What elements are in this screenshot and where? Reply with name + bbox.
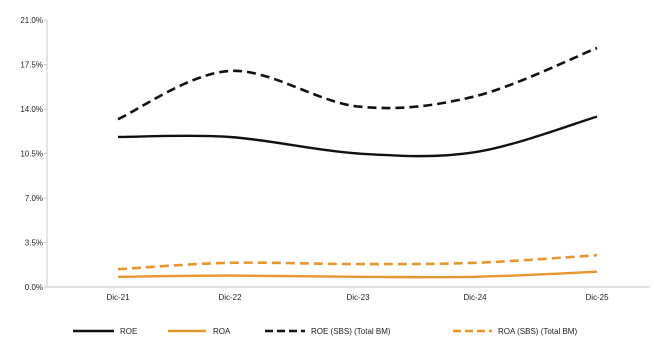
legend-item-roa: ROA [168, 327, 231, 336]
legend-item-roe-sbs-total-bm: ROE (SBS) (Total BM) [265, 327, 391, 336]
y-tick-label: 7.0% [25, 194, 43, 203]
legend-label: ROA (SBS) (Total BM) [498, 327, 577, 336]
series-line-roa [117, 270, 598, 279]
legend-label: ROE [120, 327, 137, 336]
x-tick-label: Dic-21 [106, 293, 130, 302]
legend: ROE ROA ROE (SBS) (Total BM) ROA (SBS) (Tot… [73, 327, 577, 336]
y-tick-label: 10.5% [20, 150, 43, 159]
series-line-roe-sbs-total-bm [117, 46, 598, 121]
legend-label: ROA [213, 327, 231, 336]
y-axis-ticks: 0.0% 3.5% 7.0% 10.5% 14.0% 17.5% 21.0% [20, 16, 47, 292]
series-roa-sbs-total-bm [117, 253, 598, 271]
series-line-roe [117, 115, 598, 158]
x-tick-label: Dic-24 [463, 293, 487, 302]
legend-item-roe: ROE [73, 327, 137, 336]
series-layer [117, 46, 598, 279]
legend-item-roa-sbs-total-bm: ROA (SBS) (Total BM) [453, 327, 577, 336]
series-line-roa-sbs-total-bm [117, 253, 598, 271]
series-roe-sbs-total-bm [117, 46, 598, 121]
x-axis-ticks: Dic-21 Dic-22 Dic-23 Dic-24 Dic-25 [106, 293, 609, 302]
y-tick-label: 0.0% [25, 283, 43, 292]
y-tick-label: 3.5% [25, 239, 43, 248]
y-tick-label: 17.5% [20, 61, 43, 70]
legend-label: ROE (SBS) (Total BM) [311, 327, 391, 336]
x-tick-label: Dic-25 [585, 293, 609, 302]
y-tick-label: 21.0% [20, 16, 43, 25]
x-tick-label: Dic-22 [218, 293, 242, 302]
series-roa [117, 270, 598, 279]
y-tick-label: 14.0% [20, 105, 43, 114]
x-tick-label: Dic-23 [346, 293, 370, 302]
series-roe [117, 115, 598, 158]
